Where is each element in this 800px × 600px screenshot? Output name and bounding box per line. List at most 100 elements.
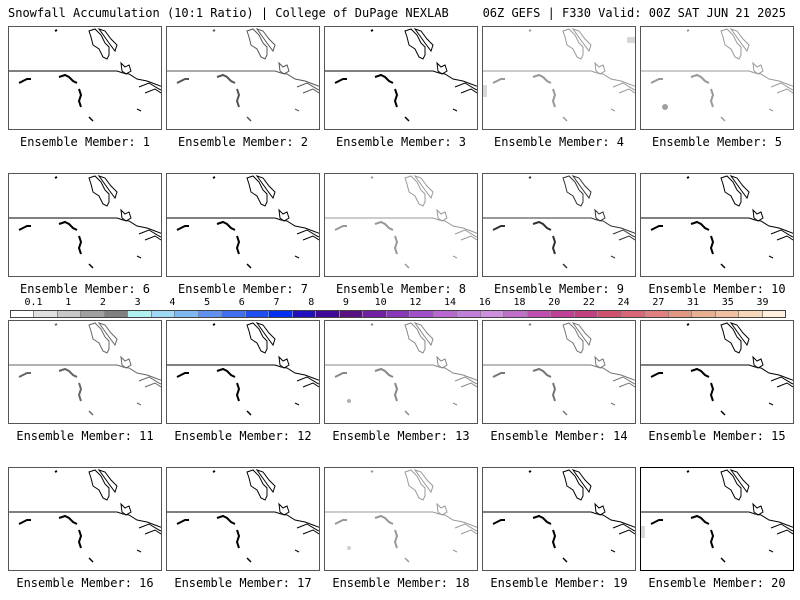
colorbar-tick-label: 9 <box>342 297 349 308</box>
colorbar-swatch <box>151 311 176 317</box>
colorbar-tick-label: 0.1 <box>24 297 43 308</box>
colorbar-swatch <box>104 311 129 317</box>
colorbar-swatch <box>81 311 105 317</box>
map-outline <box>9 322 161 416</box>
map-outline <box>9 28 161 122</box>
colorbar-swatch <box>762 311 785 317</box>
colorbar-swatch <box>715 311 740 317</box>
map-outline <box>641 175 793 269</box>
ensemble-member-map[interactable] <box>482 173 636 277</box>
ensemble-member-map[interactable] <box>640 173 794 277</box>
colorbar-swatch <box>739 311 763 317</box>
colorbar-swatch <box>339 311 364 317</box>
snowfall-colorbar <box>10 310 786 318</box>
map-outline <box>483 322 635 416</box>
ensemble-member-label: Ensemble Member: 6 <box>19 282 151 296</box>
ensemble-member-map[interactable] <box>482 467 636 571</box>
colorbar-tick-label: 39 <box>756 297 769 308</box>
map-outline <box>483 28 635 122</box>
ensemble-member-map[interactable] <box>482 320 636 424</box>
colorbar-tick-label: 35 <box>721 297 734 308</box>
map-outline <box>167 322 319 416</box>
ensemble-member-map[interactable] <box>8 173 162 277</box>
colorbar-swatch <box>504 311 528 317</box>
colorbar-tick-label: 1 <box>65 297 72 308</box>
colorbar-tick-label: 6 <box>238 297 245 308</box>
colorbar-tick-label: 14 <box>444 297 457 308</box>
colorbar-tick-label: 12 <box>409 297 422 308</box>
colorbar-swatch <box>410 311 434 317</box>
colorbar-tick-label: 2 <box>99 297 106 308</box>
map-outline <box>9 175 161 269</box>
ensemble-member-label: Ensemble Member: 17 <box>174 576 312 590</box>
colorbar-swatch <box>198 311 223 317</box>
ensemble-member-label: Ensemble Member: 8 <box>335 282 467 296</box>
ensemble-member-map[interactable] <box>8 467 162 571</box>
colorbar-swatch <box>527 311 552 317</box>
colorbar-swatch <box>316 311 340 317</box>
ensemble-member-map[interactable] <box>166 320 320 424</box>
ensemble-member-map[interactable] <box>324 320 478 424</box>
ensemble-member-map[interactable] <box>166 467 320 571</box>
colorbar-swatch <box>11 311 35 317</box>
colorbar-tick-label: 22 <box>582 297 595 308</box>
colorbar-swatch <box>692 311 716 317</box>
ensemble-member-map[interactable] <box>640 320 794 424</box>
ensemble-member-map[interactable] <box>640 26 794 130</box>
map-outline <box>167 175 319 269</box>
colorbar-swatch <box>668 311 693 317</box>
ensemble-member-label: Ensemble Member: 20 <box>648 576 786 590</box>
colorbar-swatch <box>57 311 82 317</box>
ensemble-member-label: Ensemble Member: 18 <box>332 576 470 590</box>
colorbar-tick-label: 20 <box>548 297 561 308</box>
map-outline <box>641 469 793 563</box>
map-outline <box>483 175 635 269</box>
map-outline <box>641 28 793 122</box>
ensemble-member-map[interactable] <box>324 467 478 571</box>
colorbar-tick-label: 4 <box>169 297 176 308</box>
ensemble-member-label: Ensemble Member: 16 <box>16 576 154 590</box>
colorbar-swatch <box>222 311 246 317</box>
ensemble-member-map[interactable] <box>166 173 320 277</box>
colorbar-swatch <box>480 311 505 317</box>
colorbar-swatch <box>645 311 669 317</box>
colorbar-tick-label: 7 <box>273 297 280 308</box>
colorbar-tick-label: 24 <box>617 297 630 308</box>
ensemble-member-label: Ensemble Member: 1 <box>19 135 151 149</box>
ensemble-member-label: Ensemble Member: 11 <box>16 429 154 443</box>
colorbar-swatch <box>245 311 270 317</box>
ensemble-member-label: Ensemble Member: 15 <box>648 429 786 443</box>
colorbar-swatch <box>621 311 646 317</box>
colorbar-swatch <box>175 311 199 317</box>
colorbar-tick-label: 5 <box>204 297 211 308</box>
ensemble-member-map[interactable] <box>324 26 478 130</box>
colorbar-tick-label: 18 <box>513 297 526 308</box>
ensemble-member-map[interactable] <box>8 320 162 424</box>
ensemble-member-map[interactable] <box>8 26 162 130</box>
map-outline <box>325 469 477 563</box>
ensemble-member-map[interactable] <box>482 26 636 130</box>
colorbar-swatch <box>598 311 622 317</box>
colorbar-swatch <box>457 311 481 317</box>
colorbar-tick-label: 8 <box>308 297 315 308</box>
colorbar-swatch <box>34 311 58 317</box>
ensemble-member-map[interactable] <box>324 173 478 277</box>
model-run-valid-time: 06Z GEFS | F330 Valid: 00Z SAT JUN 21 20… <box>482 6 786 20</box>
ensemble-member-map[interactable] <box>166 26 320 130</box>
colorbar-swatch <box>574 311 599 317</box>
colorbar-tick-label: 3 <box>134 297 141 308</box>
ensemble-member-label: Ensemble Member: 12 <box>174 429 312 443</box>
ensemble-member-label: Ensemble Member: 4 <box>493 135 625 149</box>
colorbar-swatch <box>551 311 575 317</box>
colorbar-swatch <box>363 311 387 317</box>
ensemble-member-map[interactable] <box>640 467 794 571</box>
colorbar-tick-label: 10 <box>374 297 387 308</box>
map-title: Snowfall Accumulation (10:1 Ratio) | Col… <box>8 6 449 20</box>
ensemble-member-label: Ensemble Member: 14 <box>490 429 628 443</box>
colorbar-ticks: 0.1 1 2 3 4 5 6 7 8 9 10 12 14 16 18 20 22 24 27 31 35 39 <box>10 297 786 309</box>
ensemble-member-label: Ensemble Member: 2 <box>177 135 309 149</box>
map-outline <box>325 322 477 416</box>
map-outline <box>483 469 635 563</box>
map-outline <box>167 469 319 563</box>
ensemble-member-label: Ensemble Member: 9 <box>493 282 625 296</box>
